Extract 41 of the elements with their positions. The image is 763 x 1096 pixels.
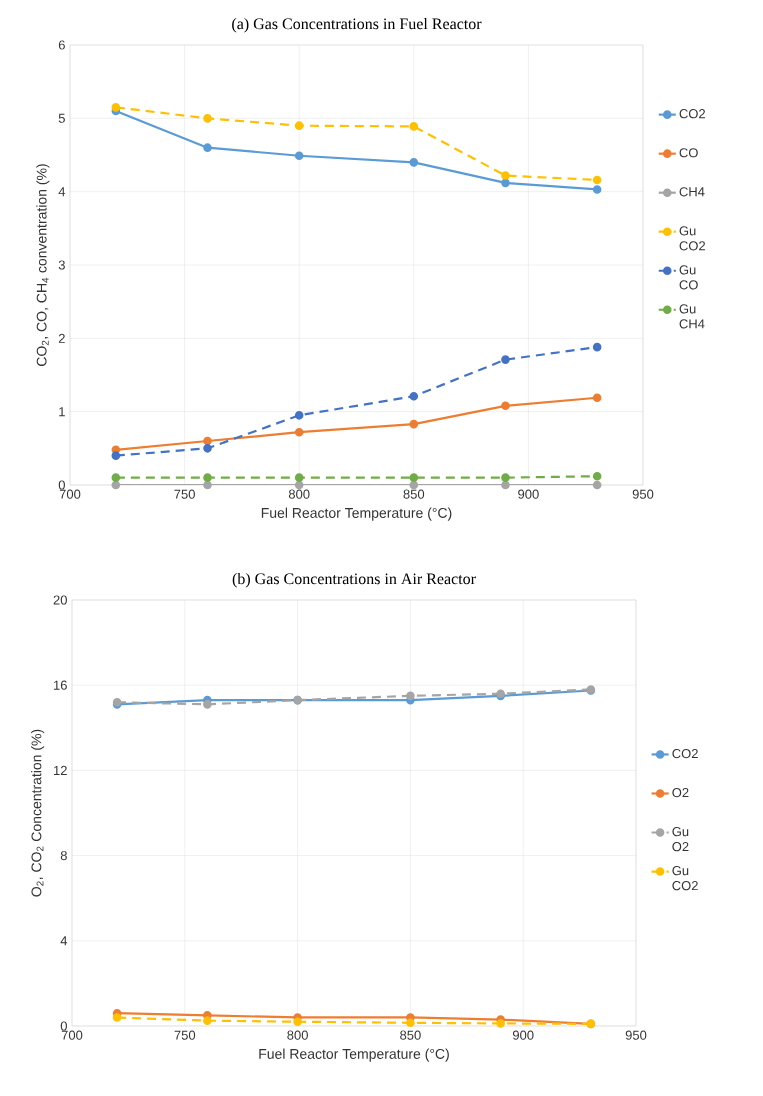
y-tick-label: 2 — [58, 333, 65, 343]
x-axis-title: Fuel Reactor Temperature (°C) — [259, 1048, 449, 1062]
legend-label: Gu CO2 — [679, 226, 705, 251]
legend-label: CH4 — [679, 187, 705, 197]
chart-title: (a) Gas Concentrations in Fuel Reactor — [232, 17, 482, 33]
chart-title: (b) Gas Concentrations in Air Reactor — [232, 572, 476, 588]
y-tick-label: 16 — [53, 680, 67, 690]
y-tick-label: 0 — [60, 1021, 67, 1031]
legend-label: Gu O2 — [672, 826, 689, 852]
x-tick-label: 900 — [512, 1030, 534, 1040]
legend-label: CO2 — [672, 748, 698, 759]
legend-label: Gu CH4 — [679, 304, 705, 329]
y-axis-title: O$_{2}$, CO$_{2}$ Concentration (%) — [31, 729, 45, 897]
legend-label: O2 — [672, 787, 689, 798]
x-tick-label: 850 — [400, 1030, 421, 1040]
x-tick-label: 950 — [632, 489, 654, 499]
x-tick-label: 900 — [518, 489, 539, 499]
legend-label: CO — [679, 148, 698, 158]
y-tick-label: 5 — [58, 113, 65, 123]
x-tick-label: 700 — [61, 1030, 83, 1040]
x-tick-label: 800 — [287, 1030, 308, 1040]
legend-label: Gu CO — [679, 265, 698, 290]
legend-label: Gu CO2 — [672, 866, 698, 891]
y-tick-label: 3 — [58, 260, 65, 270]
y-tick-label: 4 — [60, 936, 68, 946]
y-tick-label: 6 — [58, 40, 65, 50]
x-tick-label: 750 — [174, 1030, 196, 1040]
y-tick-label: 4 — [58, 187, 66, 197]
x-tick-label: 950 — [625, 1030, 647, 1040]
y-axis-title: CO$_{2}$, CO, CH$_{4}$ conventration (%) — [36, 164, 50, 366]
y-tick-label: 12 — [53, 765, 67, 775]
x-tick-label: 800 — [288, 489, 310, 499]
x-axis-title: Fuel Reactor Temperature (°C) — [261, 507, 452, 521]
y-tick-label: 0 — [58, 480, 65, 490]
y-tick-label: 20 — [53, 595, 67, 605]
x-tick-label: 750 — [174, 489, 195, 499]
x-tick-label: 850 — [403, 489, 425, 499]
legend-label: CO2 — [679, 109, 705, 119]
y-tick-label: 8 — [60, 850, 67, 861]
y-tick-label: 1 — [59, 407, 65, 417]
x-tick-label: 700 — [59, 489, 81, 499]
